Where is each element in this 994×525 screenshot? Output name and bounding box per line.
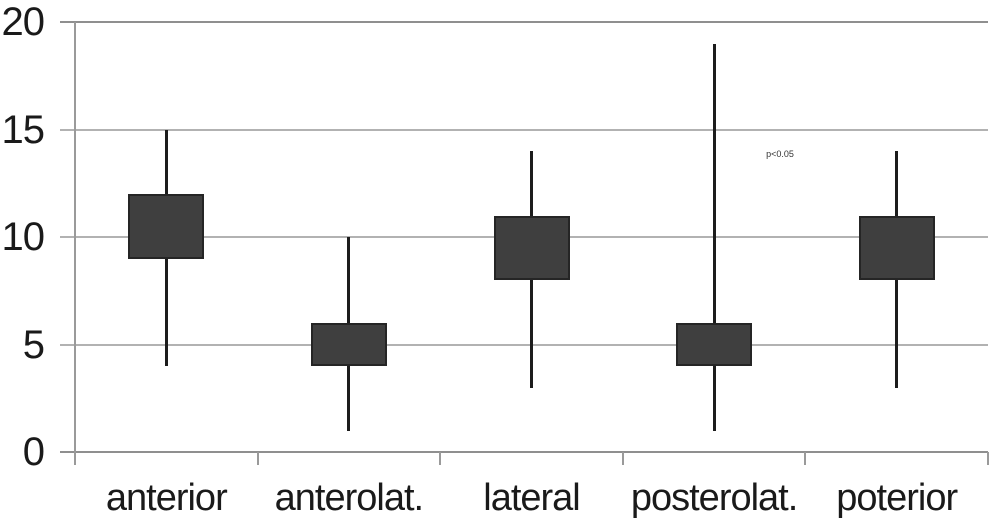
y-tick-label: 20 [1, 0, 46, 44]
x-axis-tick [74, 452, 76, 465]
x-axis-tick [256, 452, 259, 465]
x-axis-tick [804, 452, 807, 465]
box-anterolat. [310, 323, 387, 366]
box-lateral [493, 215, 570, 280]
whisker-posterolat. [712, 43, 716, 431]
gridline-y-0 [60, 451, 988, 453]
x-axis-tick [987, 452, 989, 465]
y-tick-label: 10 [1, 215, 46, 259]
y-axis-line [74, 22, 76, 465]
y-tick-label: 15 [1, 107, 46, 152]
box-anterior [128, 194, 205, 259]
box-poterior [858, 215, 935, 280]
x-axis-label-poterior: poterior [836, 477, 958, 519]
x-axis-label-lateral: lateral [483, 477, 581, 519]
annotation-p-value: p<0.05 [766, 149, 794, 160]
y-tick-label: 0 [22, 430, 45, 474]
gridline-y-20 [60, 21, 988, 23]
y-tick-label: 5 [22, 322, 45, 367]
x-axis-label-posterolat.: posterolat. [630, 477, 798, 519]
gridline-y-5 [60, 343, 988, 346]
x-axis-tick [621, 452, 624, 465]
x-axis-tick [439, 452, 442, 465]
x-axis-label-anterior: anterior [105, 477, 228, 519]
x-axis-label-anterolat.: anterolat. [274, 477, 424, 519]
gridline-y-15 [60, 128, 988, 131]
box-posterolat. [676, 323, 753, 366]
